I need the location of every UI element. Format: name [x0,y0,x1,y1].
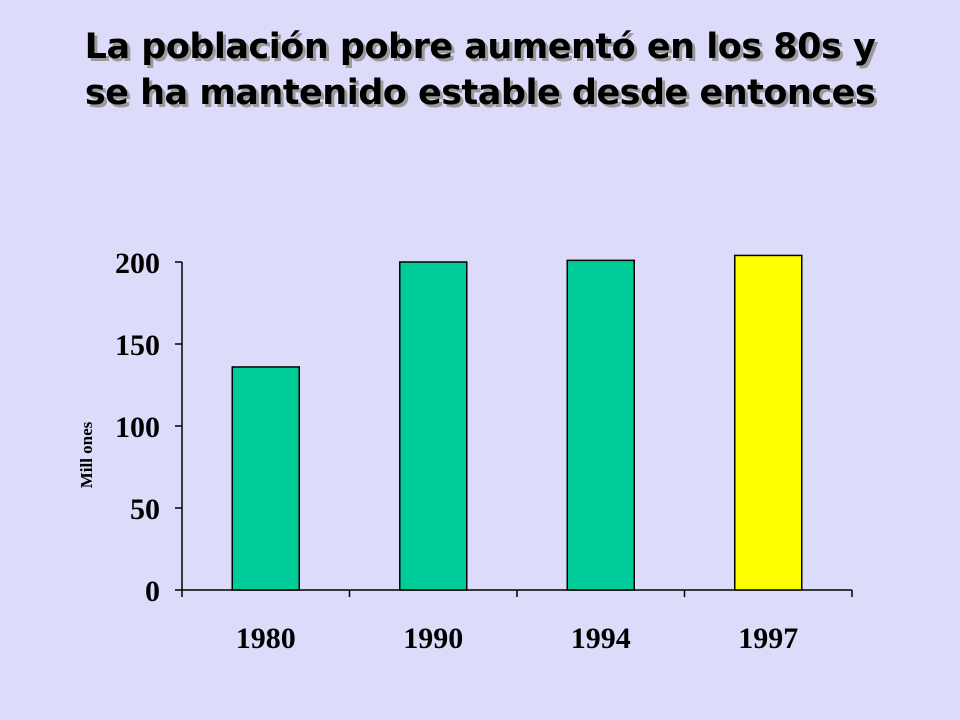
y-tick-label: 0 [145,575,160,608]
x-tick-label: 1980 [236,622,296,655]
y-tick-label: 150 [115,329,160,362]
x-axis: 1980 1990 1994 1997 [181,589,853,655]
bar-1994 [566,259,635,591]
x-tick-label: 1997 [738,622,798,655]
chart-title-line-1: La población pobre aumentó en los 80s y [84,27,876,67]
x-tick-label: 1990 [403,622,463,655]
x-tick-label: 1994 [571,622,631,655]
y-axis: 0 50 100 150 200 [115,247,183,608]
y-tick-label: 50 [130,493,160,526]
bar-1980 [231,366,300,591]
y-tick-label: 100 [115,411,160,444]
chart-title: La población pobre aumentó en los 80s y … [0,24,960,116]
bar-1997 [734,254,803,591]
y-tick-label: 200 [115,247,160,280]
chart-title-line-2: se ha mantenido estable desde entonces [84,73,876,113]
y-axis-label: Mill ones [77,421,96,488]
bars [231,254,803,591]
bar-1990 [399,261,468,591]
